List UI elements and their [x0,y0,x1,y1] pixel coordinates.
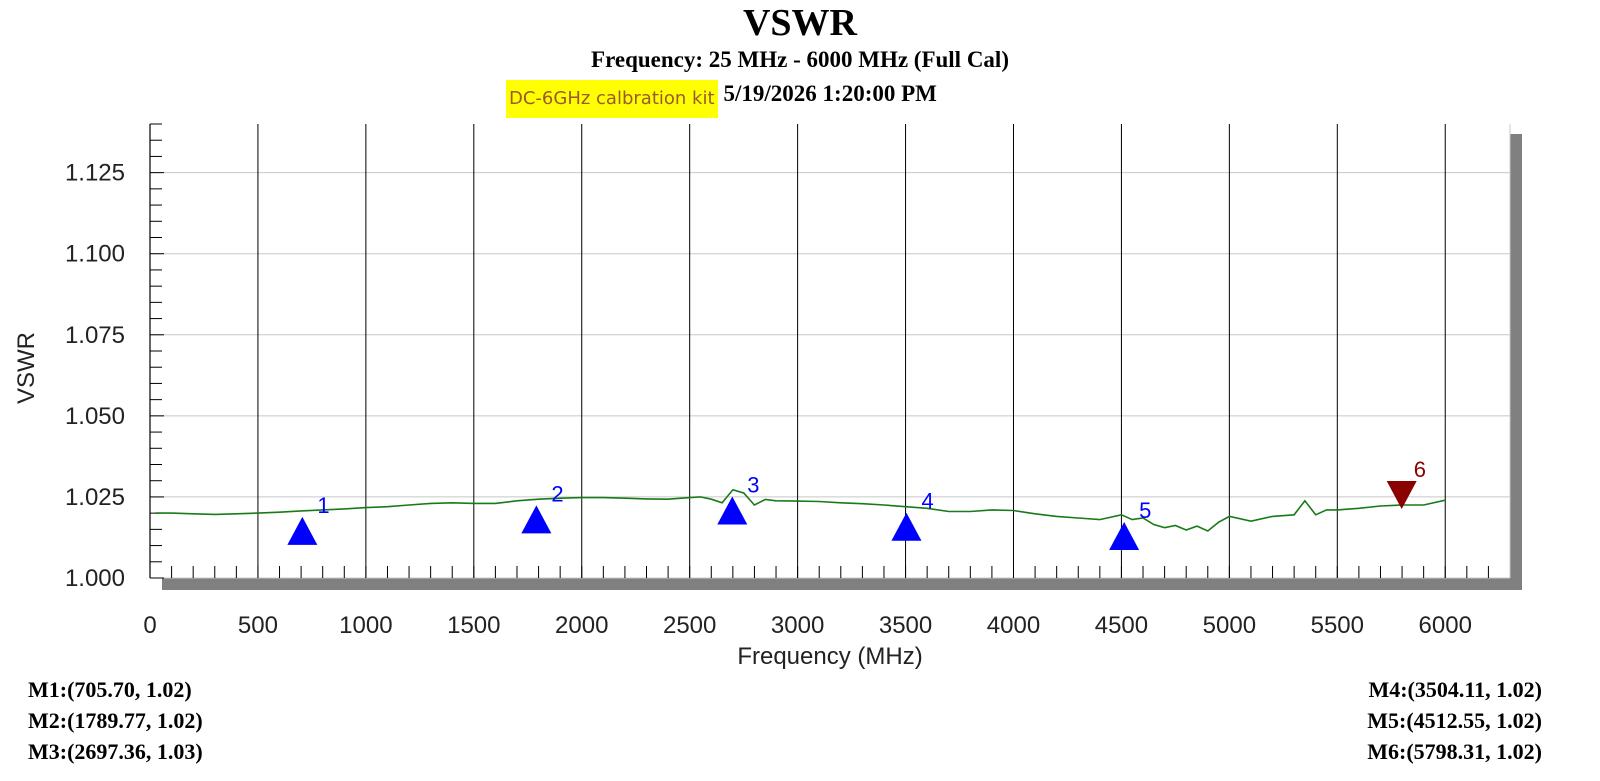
marker-6-readout: M6:(5798.31, 1.02) [1367,739,1542,764]
series-lines [155,488,1446,532]
x-tick-label: 3000 [771,612,824,639]
x-tick-label: 4000 [987,612,1040,639]
plot-shadow-right [1510,134,1522,590]
x-tick-label: 3500 [879,612,932,639]
y-tick-label: 1.000 [65,565,125,592]
marker-5-triangle [1109,521,1140,550]
grid-lines [149,124,1511,579]
measurement-datetime: 5/19/2026 1:20:00 PM [723,81,937,106]
marker-1-triangle [287,516,318,545]
marker-3-readout: M3:(2697.36, 1.03) [28,739,203,764]
marker-4-label: 4 [921,489,933,514]
x-axis-label: Frequency (MHz) [737,643,922,670]
x-tick-label: 2000 [555,612,608,639]
y-tick-label: 1.075 [65,322,125,349]
plot-shadow-bottom [162,578,1522,590]
minor-ticks [150,123,1489,579]
x-tick-label: 5500 [1311,612,1364,639]
plot-background [150,124,1510,578]
y-tick-label: 1.050 [65,403,125,430]
y-tick-labels: 1.000 1.025 1.050 1.075 1.100 1.125 [65,160,125,592]
x-tick-label: 1000 [339,612,392,639]
plot-area [150,124,1510,578]
marker-2-triangle [521,505,552,534]
y-tick-label: 1.025 [65,484,125,511]
x-tick-label: 5000 [1203,612,1256,639]
y-axis-label: VSWR [13,332,40,404]
marker-1-readout: M1:(705.70, 1.02) [28,677,192,702]
marker-6-triangle [1386,481,1417,510]
marker-4-triangle [891,512,922,541]
x-tick-label: 6000 [1419,612,1472,639]
x-tick-label: 4500 [1095,612,1148,639]
marker-1-label: 1 [317,493,329,518]
marker-4-readout: M4:(3504.11, 1.02) [1368,677,1542,702]
calibration-kit-label: DC-6GHz calbration kit [506,80,718,118]
y-tick-label: 1.100 [65,241,125,268]
marker-3-label: 3 [747,472,759,497]
marker-3-triangle [717,496,748,525]
x-tick-label: 500 [238,612,278,639]
x-tick-label: 2500 [663,612,716,639]
marker-5-readout: M5:(4512.55, 1.02) [1367,708,1542,733]
y-tick-label: 1.125 [65,160,125,187]
vswr-trace [155,488,1446,532]
x-tick-label: 0 [143,612,156,639]
x-tick-labels: 0 500 1000 1500 2000 2500 3000 3500 4000 4500 5000… [143,612,1472,639]
x-tick-label: 1500 [447,612,500,639]
calibration-info: DC-6GHz calbration kit 5/19/2026 1:20:00… [506,80,937,118]
markers: 1 2 3 4 5 6 [287,457,1426,550]
chart-subtitle: Frequency: 25 MHz - 6000 MHz (Full Cal) [591,47,1009,72]
chart-title: VSWR [742,2,858,44]
marker-2-label: 2 [551,481,563,506]
plot-shadow [162,134,1522,590]
marker-6-label: 6 [1414,457,1426,482]
marker-2-readout: M2:(1789.77, 1.02) [28,708,203,733]
marker-5-label: 5 [1139,498,1151,523]
